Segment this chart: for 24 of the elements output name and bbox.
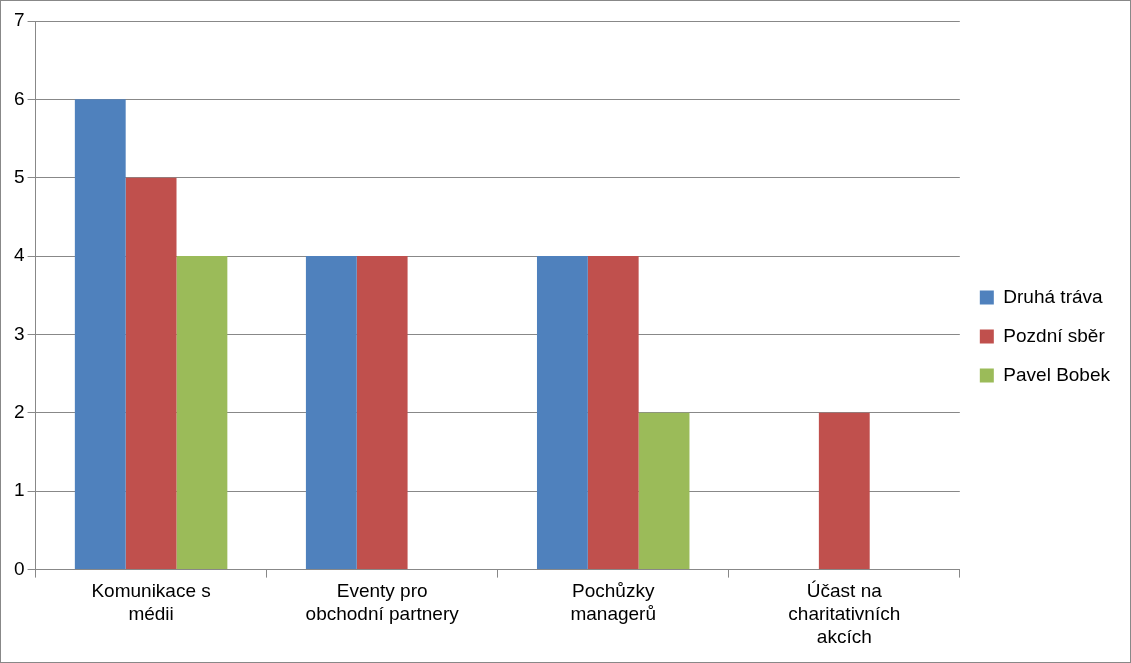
y-tick-label: 5	[13, 165, 25, 187]
bar	[638, 412, 690, 570]
y-tick-label: 2	[13, 401, 25, 423]
bar	[74, 99, 126, 570]
legend-label: Pozdní sběr	[1003, 324, 1106, 346]
y-tick-label: 0	[13, 557, 25, 579]
bar	[818, 412, 870, 570]
bar	[176, 256, 228, 570]
bar	[356, 256, 408, 570]
x-tick-label: Eventy pro obchodní partnery	[305, 580, 460, 625]
x-tick-label: Pochůzky managerů	[570, 580, 657, 625]
y-tick-label: 7	[13, 9, 25, 31]
y-tick-label: 4	[13, 244, 25, 266]
x-tick-label: Účast na charitativních akcích	[788, 580, 901, 647]
bar	[536, 256, 588, 570]
bar	[125, 177, 177, 570]
x-tick-label: Komunikace s médii	[91, 580, 211, 625]
bar	[587, 256, 639, 570]
y-tick-label: 3	[13, 322, 25, 344]
bar	[305, 256, 357, 570]
legend-label: Druhá tráva	[1003, 285, 1104, 307]
y-tick-label: 6	[13, 87, 25, 109]
y-tick-label: 1	[13, 479, 25, 501]
legend-label: Pavel Bobek	[1003, 363, 1111, 385]
